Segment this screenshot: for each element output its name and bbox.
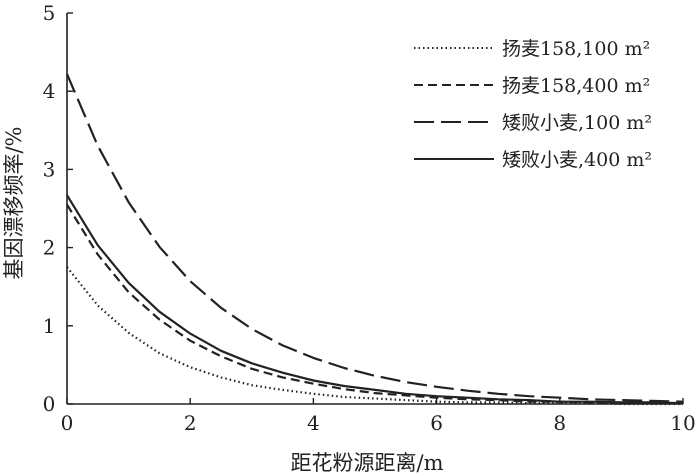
- x-tick-label: 8: [553, 411, 566, 435]
- series-line-3: [65, 73, 684, 403]
- axes: [66, 13, 683, 405]
- series-line-1: [66, 266, 683, 406]
- x-ticks: 0 2 4 6 8 10: [61, 398, 696, 435]
- series-line-4: [66, 194, 684, 405]
- y-tick-label: 2: [43, 236, 56, 260]
- y-tick-label: 5: [43, 1, 56, 25]
- legend-label-4: 矮败小麦,400 m²: [502, 149, 652, 171]
- series-line-2: [66, 204, 683, 405]
- x-tick-label: 6: [430, 411, 443, 435]
- y-axis-label: 基因漂移频率/%: [2, 126, 26, 279]
- y-ticks: 0 1 2 3 4 5: [43, 1, 73, 416]
- x-tick-label: 10: [670, 411, 695, 435]
- legend-label-1: 扬麦158,100 m²: [502, 38, 650, 60]
- y-tick-label: 1: [43, 314, 56, 338]
- x-tick-label: 4: [307, 411, 320, 435]
- legend: 扬麦158,100 m² 扬麦158,400 m² 矮败小麦,100 m² 矮败小麦,…: [414, 38, 652, 171]
- y-tick-label: 3: [43, 157, 56, 181]
- legend-label-2: 扬麦158,400 m²: [502, 75, 650, 97]
- y-tick-label: 4: [43, 79, 56, 103]
- y-tick-label: 0: [43, 392, 56, 416]
- x-tick-label: 0: [61, 411, 74, 435]
- x-tick-label: 2: [184, 411, 197, 435]
- legend-label-3: 矮败小麦,100 m²: [502, 112, 652, 134]
- x-axis-label: 距花粉源距离/m: [291, 451, 444, 475]
